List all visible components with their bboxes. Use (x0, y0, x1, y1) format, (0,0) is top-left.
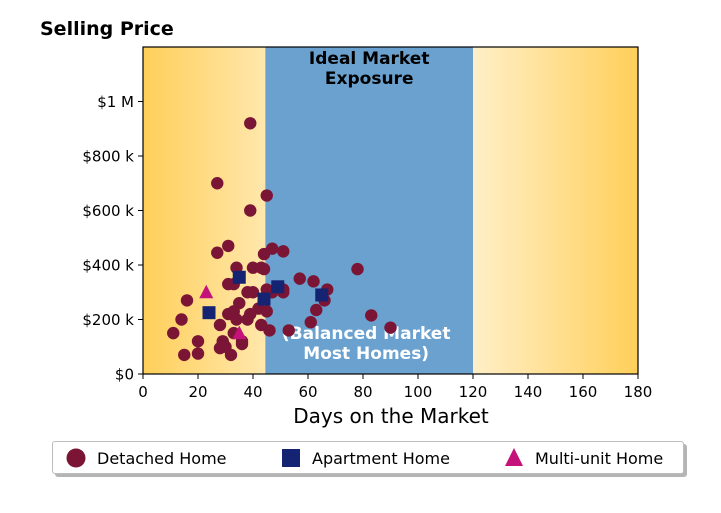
data-point-circle (180, 294, 194, 307)
legend-label: Multi-unit Home (535, 448, 664, 468)
data-point-circle (304, 316, 317, 329)
x-tick-label: 40 (243, 383, 262, 401)
data-point-circle (224, 348, 238, 362)
data-point-circle (351, 262, 364, 276)
data-point-circle (263, 324, 276, 337)
data-point-circle (233, 296, 246, 310)
ideal-market-label: Exposure (325, 69, 414, 89)
data-point-circle (260, 189, 273, 202)
square-marker-icon (282, 449, 300, 467)
data-point-square (271, 280, 285, 294)
data-point-circle (211, 177, 224, 190)
data-point-square (202, 306, 216, 320)
legend: Detached Home Apartment Home Multi-unit … (52, 441, 684, 474)
data-point-square (232, 270, 246, 284)
data-point-circle (244, 117, 257, 130)
legend-label: Detached Home (97, 448, 227, 468)
data-point-circle (222, 239, 235, 253)
balanced-market-label: Most Homes) (303, 344, 429, 364)
x-tick-label: 100 (404, 383, 433, 401)
data-point-circle (244, 204, 257, 217)
data-point-circle (235, 337, 249, 351)
data-point-square (257, 292, 271, 306)
data-point-circle (230, 313, 243, 326)
x-tick-label: 160 (569, 383, 598, 401)
data-point-circle (293, 272, 306, 285)
data-point-circle (277, 245, 290, 258)
data-point-triangle (199, 284, 214, 299)
legend-item-multi-unit: Multi-unit Home (503, 447, 663, 469)
y-tick-label: $600 k (82, 202, 134, 220)
x-tick-label: 180 (624, 383, 653, 401)
x-tick-label: 60 (298, 383, 317, 401)
ideal-market-label: Ideal Market (309, 49, 430, 69)
legend-item-apartment: Apartment Home (280, 447, 450, 469)
data-point-circle (365, 309, 378, 322)
balanced-market-label: (Balanced Market (282, 324, 451, 344)
x-tick-label: 120 (459, 383, 488, 401)
y-axis-title: Selling Price (40, 18, 174, 40)
x-tick-label: 20 (188, 383, 207, 401)
data-point-circle (260, 305, 273, 318)
data-point-square (315, 288, 329, 302)
data-point-circle (257, 262, 271, 276)
data-point-circle (246, 286, 260, 299)
data-point-circle (213, 318, 227, 332)
y-tick-label: $200 k (82, 311, 134, 329)
triangle-marker-icon (505, 448, 523, 466)
data-point-circle (191, 335, 205, 348)
data-point-circle (175, 313, 188, 326)
data-point-circle (167, 326, 180, 340)
data-point-circle (307, 275, 320, 288)
x-tick-label: 0 (138, 383, 148, 401)
data-point-circle (191, 347, 205, 360)
legend-label: Apartment Home (312, 448, 450, 468)
x-tick-label: 140 (514, 383, 543, 401)
data-point-circle (282, 324, 295, 337)
data-point-circle (310, 303, 323, 317)
data-point-triangle (232, 325, 247, 340)
y-tick-label: $0 (115, 366, 134, 384)
x-tick-label: 80 (353, 383, 372, 401)
y-tick-label: $1 M (97, 93, 134, 111)
data-point-circle (178, 348, 191, 362)
y-tick-label: $400 k (82, 257, 134, 275)
data-point-circle (384, 321, 397, 334)
legend-item-detached: Detached Home (65, 447, 227, 469)
data-point-circle (211, 246, 224, 259)
data-point-circle (266, 242, 279, 255)
y-tick-label: $800 k (82, 148, 134, 166)
x-axis-label: Days on the Market (293, 404, 489, 428)
circle-marker-icon (66, 448, 86, 468)
